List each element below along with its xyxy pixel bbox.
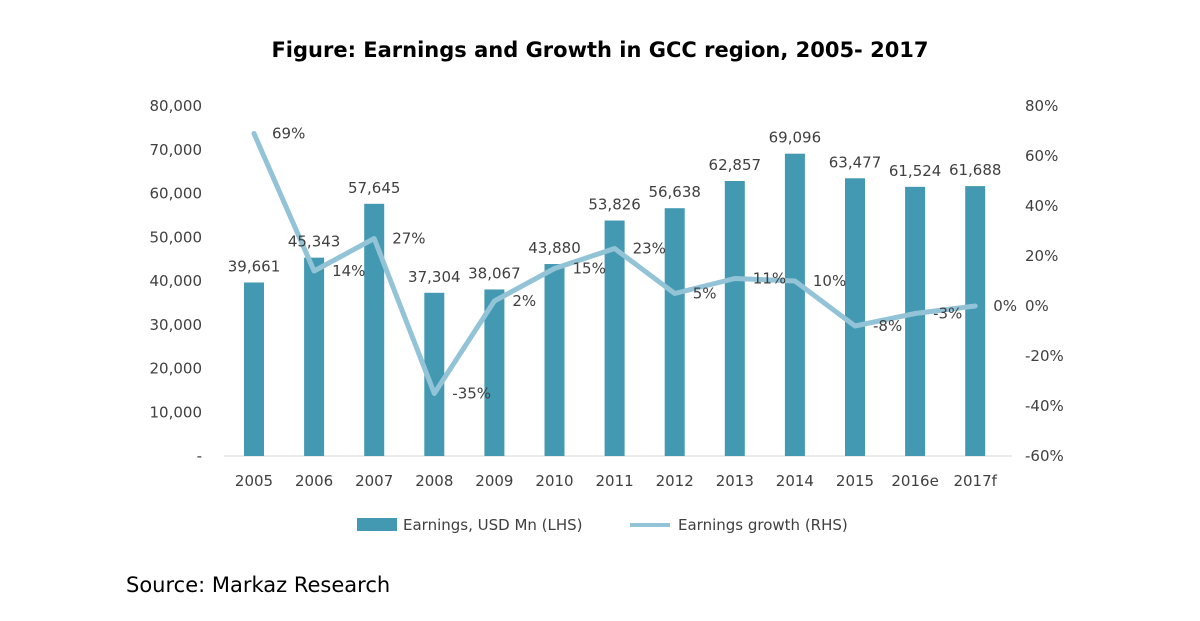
earnings-data-label: 39,661 <box>228 257 281 275</box>
x-axis-tick-label: 2006 <box>295 472 333 490</box>
x-axis-tick-label: 2013 <box>716 472 754 490</box>
bar-data-labels: 39,661 45,343 57,645 37,304 38,067 43,880 53,8… <box>228 129 1002 286</box>
earnings-data-label: 61,524 <box>889 162 942 180</box>
growth-data-label: -3% <box>933 305 962 323</box>
earnings-bar <box>905 186 926 456</box>
earnings-bar <box>544 264 565 456</box>
earnings-bar <box>364 203 385 456</box>
left-axis-tick-label: 20,000 <box>150 360 203 378</box>
right-axis-tick-label: -60% <box>1025 447 1064 465</box>
earnings-bar <box>304 257 325 456</box>
x-axis-tick-label: 2012 <box>656 472 694 490</box>
growth-data-label: 15% <box>573 260 606 278</box>
earnings-data-label: 56,638 <box>648 183 701 201</box>
x-axis-tick-label: 2011 <box>596 472 634 490</box>
legend-swatch-earnings <box>357 518 397 531</box>
left-axis-tick-label: 50,000 <box>150 228 203 246</box>
x-axis-tick-label: 2010 <box>535 472 573 490</box>
right-axis: -60% -40% -20% 0% 20% 40% 60% 80% <box>1025 97 1064 465</box>
growth-data-label: 69% <box>272 125 305 143</box>
earnings-data-label: 43,880 <box>528 239 581 257</box>
earnings-growth-line <box>251 131 978 396</box>
earnings-data-label: 38,067 <box>468 264 521 282</box>
left-axis-tick-label: 30,000 <box>150 316 203 334</box>
growth-data-label: 27% <box>392 230 425 248</box>
growth-data-label: 0% <box>993 297 1017 315</box>
growth-data-label: 2% <box>512 292 536 310</box>
earnings-bar <box>244 282 264 456</box>
growth-data-label: -35% <box>452 385 491 403</box>
growth-data-label: -8% <box>873 317 902 335</box>
left-axis-tick-label: 40,000 <box>150 272 203 290</box>
growth-data-label: 14% <box>332 262 365 280</box>
earnings-bar <box>965 186 986 457</box>
right-axis-tick-label: 0% <box>1025 297 1049 315</box>
source-note: Source: Markaz Research <box>126 573 391 597</box>
x-axis-tick-label: 2016e <box>891 472 938 490</box>
earnings-data-label: 57,645 <box>348 179 401 197</box>
earnings-bar <box>845 178 865 456</box>
earnings-bar <box>484 289 505 456</box>
x-axis-tick-label: 2007 <box>355 472 393 490</box>
left-axis-tick-label: 10,000 <box>150 403 203 421</box>
left-axis-tick-label: - <box>197 447 202 465</box>
right-axis-tick-label: 60% <box>1025 147 1058 165</box>
earnings-bar <box>784 153 805 456</box>
right-axis-tick-label: 20% <box>1025 247 1058 265</box>
x-axis-tick-label: 2005 <box>235 472 273 490</box>
earnings-bar <box>664 208 685 456</box>
left-axis-tick-label: 60,000 <box>150 185 203 203</box>
left-axis-tick-label: 80,000 <box>150 97 203 115</box>
bar-series <box>244 153 986 457</box>
legend-label-growth: Earnings growth (RHS) <box>678 516 848 534</box>
right-axis-tick-label: -40% <box>1025 397 1064 415</box>
growth-data-label: 11% <box>753 270 786 288</box>
left-axis: - 10,000 20,000 30,000 40,000 50,000 60,000 70,… <box>150 97 203 465</box>
left-axis-tick-label: 70,000 <box>150 141 203 159</box>
legend-label-earnings: Earnings, USD Mn (LHS) <box>403 516 583 534</box>
earnings-bar <box>604 220 625 456</box>
earnings-data-label: 61,688 <box>949 161 1002 179</box>
legend: Earnings, USD Mn (LHS) Earnings growth (R… <box>357 516 848 534</box>
growth-data-label: 5% <box>693 285 717 303</box>
earnings-data-label: 69,096 <box>769 129 822 147</box>
earnings-data-label: 53,826 <box>588 196 641 214</box>
earnings-data-label: 63,477 <box>829 153 882 171</box>
earnings-data-label: 37,304 <box>408 268 461 286</box>
right-axis-tick-label: 40% <box>1025 197 1058 215</box>
earnings-data-label: 62,857 <box>709 156 762 174</box>
growth-data-label: 10% <box>813 272 846 290</box>
x-axis-tick-label: 2008 <box>415 472 453 490</box>
x-axis: 2005 2006 2007 2008 2009 2010 2011 2012 2013 2014… <box>224 455 1012 490</box>
x-axis-tick-label: 2009 <box>475 472 513 490</box>
x-axis-tick-label: 2014 <box>776 472 814 490</box>
x-axis-tick-label: 2015 <box>836 472 874 490</box>
chart-title: Figure: Earnings and Growth in GCC regio… <box>271 38 929 62</box>
earnings-bar <box>424 292 445 456</box>
line-series <box>251 131 978 396</box>
x-axis-tick-label: 2017f <box>953 472 997 490</box>
growth-data-label: 23% <box>633 240 666 258</box>
earnings-bar <box>724 181 745 457</box>
right-axis-tick-label: -20% <box>1025 347 1064 365</box>
right-axis-tick-label: 80% <box>1025 97 1058 115</box>
earnings-data-label: 45,343 <box>288 233 341 251</box>
line-data-labels: 69% 14% 27% -35% 2% 15% 23% 5% 11% 10% -8% -3% 0% <box>272 125 1017 403</box>
